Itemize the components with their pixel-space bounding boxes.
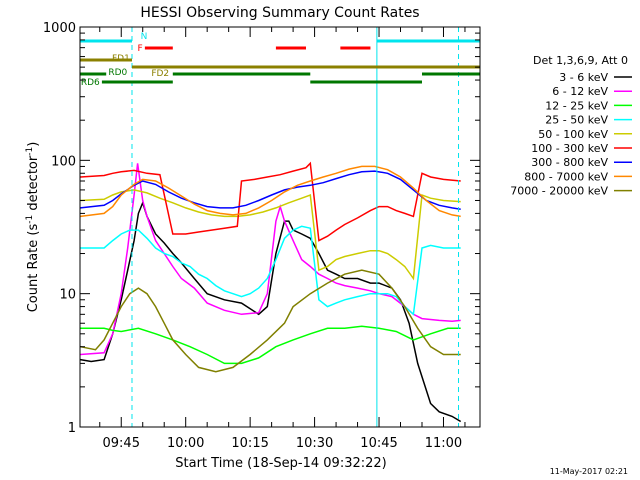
legend-label-7000-20000-kev: 7000 - 20000 keV bbox=[510, 185, 608, 198]
y-tick-label: 10 bbox=[59, 288, 76, 303]
legend-label-12-25-kev: 12 - 25 keV bbox=[545, 99, 608, 112]
y-tick-label: 1000 bbox=[43, 21, 76, 36]
legend-label-6-12-kev: 6 - 12 keV bbox=[552, 85, 608, 98]
y-axis-ticks: 1 10 100 1000 bbox=[43, 21, 480, 436]
x-axis-label: Start Time (18-Sep-14 09:32:22) bbox=[175, 456, 386, 471]
series-line-3-6-kev bbox=[80, 200, 462, 423]
series-line-300-800-kev bbox=[80, 170, 461, 210]
series-line-12-25-kev bbox=[80, 325, 461, 365]
legend-label-300-800-kev: 300 - 800 keV bbox=[531, 156, 608, 169]
footer-timestamp: 11-May-2017 02:21 bbox=[550, 467, 628, 476]
x-axis-ticks: 09:45 10:00 10:15 10:30 10:45 11:00 bbox=[99, 27, 466, 451]
series-line-7000-20000-kev bbox=[80, 269, 461, 373]
legend-label-3-6-kev: 3 - 6 keV bbox=[559, 71, 608, 84]
series-line-800-7000-kev bbox=[80, 165, 461, 218]
plot-frame bbox=[79, 26, 481, 428]
plot-data-layer bbox=[80, 161, 462, 423]
flag-label-n: N bbox=[141, 32, 148, 42]
legend-label-50-100-kev: 50 - 100 keV bbox=[538, 128, 608, 141]
legend-label-100-300-kev: 100 - 300 keV bbox=[531, 142, 608, 155]
flag-label-f: F bbox=[138, 44, 143, 54]
x-tick-label: 09:45 bbox=[103, 436, 140, 451]
legend-title: Det 1,3,6,9, Att 0 bbox=[533, 54, 628, 67]
x-tick-label: 10:15 bbox=[231, 436, 268, 451]
y-tick-label: 1 bbox=[68, 421, 76, 436]
y-axis-label: Count Rate (s-1 detector-1) bbox=[25, 142, 41, 313]
y-tick-label: 100 bbox=[51, 154, 76, 169]
x-tick-label: 10:45 bbox=[360, 436, 397, 451]
flag-label-rd0: RD0 bbox=[108, 68, 127, 78]
x-tick-label: 11:00 bbox=[425, 436, 462, 451]
series-line-25-50-kev bbox=[80, 225, 461, 316]
flag-label-fd1: FD1 bbox=[112, 54, 130, 64]
flag-label-rd6: RD6 bbox=[81, 78, 100, 88]
flag-label-fd2: FD2 bbox=[151, 69, 169, 79]
legend-label-800-7000-kev: 800 - 7000 keV bbox=[524, 170, 608, 183]
x-tick-label: 10:30 bbox=[296, 436, 333, 451]
legend-label-25-50-kev: 25 - 50 keV bbox=[545, 114, 608, 127]
flag-bars: NF FD1 FD2 RD0 RD6 bbox=[80, 32, 480, 88]
series-line-100-300-kev bbox=[80, 161, 461, 242]
series-line-50-100-kev bbox=[80, 189, 461, 281]
x-tick-label: 10:00 bbox=[167, 436, 204, 451]
chart-title: HESSI Observing Summary Count Rates bbox=[140, 5, 419, 21]
series-line-6-12-kev bbox=[80, 163, 461, 356]
